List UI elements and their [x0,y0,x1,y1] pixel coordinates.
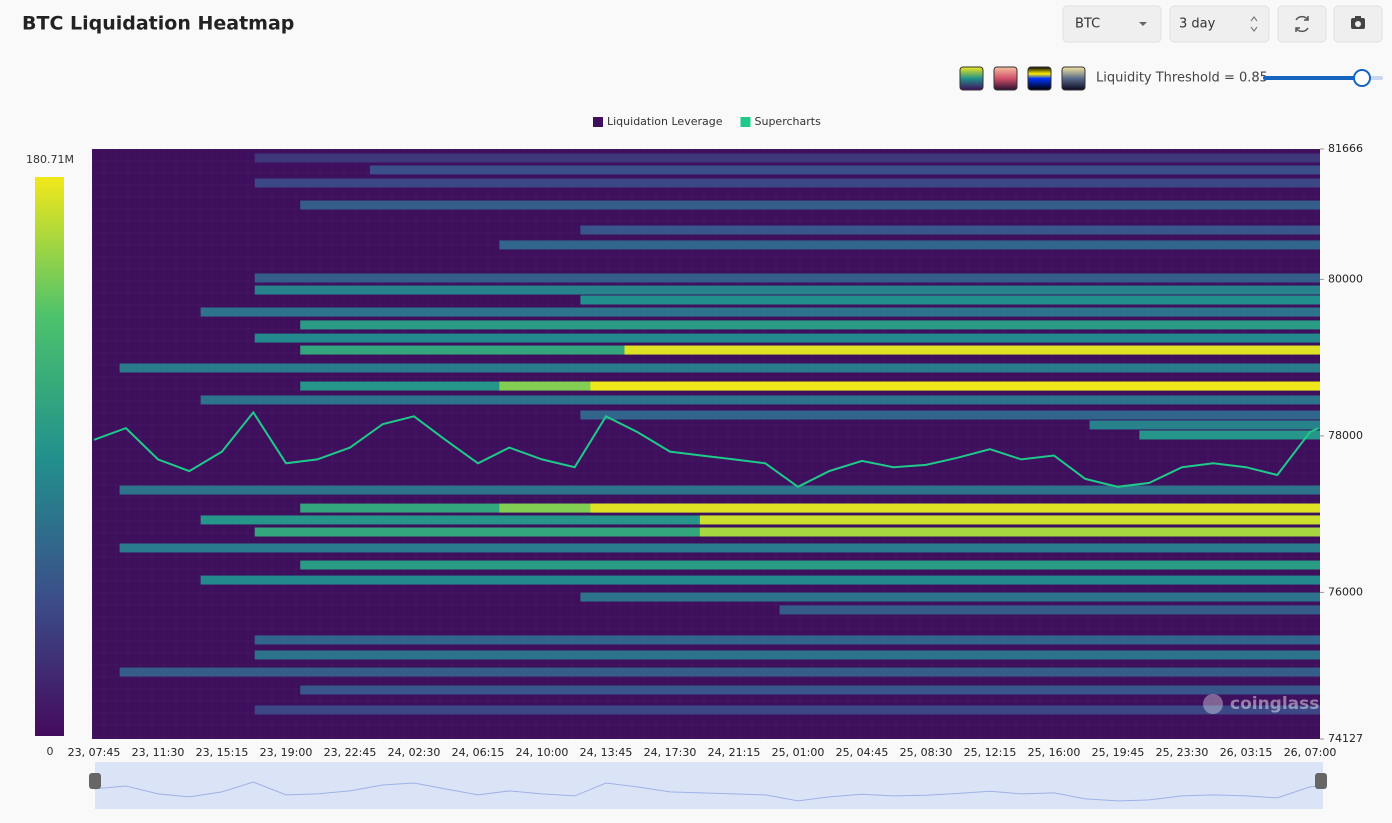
color-scheme-swatch[interactable] [959,66,984,91]
x-tick-label: 25, 12:15 [964,746,1017,759]
liquidation-band [254,285,1321,295]
liquidation-band [119,485,1321,495]
colorbar-label: 180.71M [26,153,74,166]
liquidation-band [254,635,1321,645]
x-tick-label: 26, 07:00 [1284,746,1337,759]
range-select[interactable]: 3 day [1169,5,1270,43]
refresh-icon [1295,15,1309,33]
liquidation-band [1089,420,1320,430]
navigator-background [95,762,1323,809]
color-scheme-swatch[interactable] [993,66,1018,91]
liquidation-band [300,685,1320,695]
liquidation-band [699,527,1320,537]
y-tick-label: 81666 [1328,142,1363,155]
page-title: BTC Liquidation Heatmap [22,13,294,35]
x-tick-label: 24, 06:15 [452,746,505,759]
y-tick-label: 74127 [1328,732,1363,745]
liquidation-band [200,575,1321,585]
navigator-line [93,781,1319,802]
refresh-button[interactable] [1277,5,1327,43]
x-tick-label: 23, 22:45 [324,746,377,759]
liquidation-band [580,410,1320,420]
x-tick-label: 24, 10:00 [516,746,569,759]
select-text: BTC [1075,17,1100,32]
legend-swatch [740,117,751,127]
x-tick-label: 25, 01:00 [772,746,825,759]
liquidation-band [119,363,1321,373]
x-tick-label: 23, 07:45 [68,746,121,759]
price-line [93,410,1320,488]
color-scheme-swatch[interactable] [1061,66,1086,91]
select-text: 3 day [1179,17,1216,32]
x-tick-label: 24, 17:30 [644,746,697,759]
y-tick-label: 78000 [1328,429,1363,442]
select-box[interactable] [1062,5,1162,43]
liquidation-band [119,667,1321,677]
camera-icon [1355,21,1361,27]
x-tick-label: 26, 03:15 [1220,746,1273,759]
x-tick-label: 25, 16:00 [1028,746,1081,759]
liquidation-band [254,705,1321,715]
stepper-arrows [1250,16,1258,32]
legend-swatch [593,117,603,127]
liquidation-band [200,395,1321,405]
x-tick-label: 24, 13:45 [580,746,633,759]
x-tick-label: 24, 02:30 [388,746,441,759]
liquidation-band [580,592,1320,602]
symbol-select[interactable]: BTC [1062,5,1162,43]
liquidation-band [300,200,1320,210]
colorbar [35,177,64,736]
liquidation-band [300,560,1320,570]
liquidation-band [590,503,1320,513]
colorbar-label: 0 [47,745,54,758]
liquidation-band [1139,430,1320,440]
x-tick-label: 23, 11:30 [132,746,185,759]
liquidation-band [624,345,1320,355]
x-tick-label: 25, 23:30 [1156,746,1209,759]
navigator-handle[interactable] [89,773,101,789]
liquidation-band [369,165,1320,175]
liquidation-band [254,178,1321,188]
liquidation-band [254,650,1321,660]
screenshot-button[interactable] [1333,5,1383,43]
legend-label: Supercharts [754,115,821,128]
liquidation-band [254,153,1321,163]
liquidation-band [590,381,1320,391]
x-tick-label: 23, 19:00 [260,746,313,759]
liquidation-band [254,333,1321,343]
watermark-logo [1203,694,1223,714]
x-tick-label: 23, 15:15 [196,746,249,759]
button[interactable] [1277,5,1327,43]
x-tick-label: 25, 19:45 [1092,746,1145,759]
liquidation-band [779,605,1320,615]
navigator-handle[interactable] [1315,773,1327,789]
y-tick-label: 76000 [1328,585,1363,598]
y-tick-label: 80000 [1328,272,1363,285]
camera-icon [1355,16,1361,19]
dropdown-arrow [1139,22,1147,26]
watermark: coinglass [1230,694,1319,714]
x-tick-label: 25, 08:30 [900,746,953,759]
x-tick-label: 25, 04:45 [836,746,889,759]
slider-fill [1263,76,1362,80]
legend-label: Liquidation Leverage [607,115,723,128]
threshold-label: Liquidity Threshold = 0.85 [1096,71,1268,86]
liquidation-band [699,515,1320,525]
liquidation-band [254,273,1321,283]
liquidation-band [300,320,1320,330]
color-scheme-swatch[interactable] [1027,66,1052,91]
liquidation-band [200,307,1321,317]
liquidation-band [119,543,1321,553]
liquidation-band [580,225,1320,235]
liquidation-band [580,295,1320,305]
liquidation-band [499,240,1320,250]
select-box[interactable] [1169,5,1270,43]
x-tick-label: 24, 21:15 [708,746,761,759]
slider-knob[interactable] [1353,69,1371,87]
